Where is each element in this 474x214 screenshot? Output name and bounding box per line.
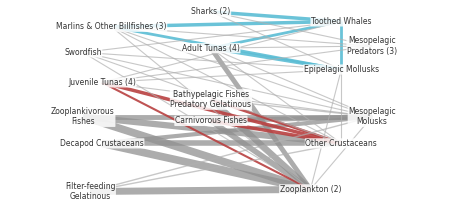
Text: Zooplankton (2): Zooplankton (2) <box>280 185 341 194</box>
Text: Mesopelagic
Molusks: Mesopelagic Molusks <box>348 107 396 126</box>
Text: Other Crustaceans: Other Crustaceans <box>305 139 377 148</box>
Text: Zooplankivorous
Fishes: Zooplankivorous Fishes <box>51 107 115 126</box>
Text: Mesopelagic
Predators (3): Mesopelagic Predators (3) <box>347 36 397 56</box>
Text: Swordfish: Swordfish <box>64 48 102 57</box>
Text: Epipelagic Mollusks: Epipelagic Mollusks <box>304 65 379 74</box>
Text: Filter-feeding
Gelatinous: Filter-feeding Gelatinous <box>65 182 115 201</box>
Text: Juvenile Tunas (4): Juvenile Tunas (4) <box>68 78 136 87</box>
Text: Decapod Crustaceans: Decapod Crustaceans <box>60 139 144 148</box>
Text: Bathypelagic Fishes
Predatory Gelatinous: Bathypelagic Fishes Predatory Gelatinous <box>171 90 251 109</box>
Text: Toothed Whales: Toothed Whales <box>311 17 372 26</box>
Text: Marlins & Other Billfishes (3): Marlins & Other Billfishes (3) <box>56 22 167 31</box>
Text: Carnivorous Fishes: Carnivorous Fishes <box>175 116 247 125</box>
Text: Adult Tunas (4): Adult Tunas (4) <box>182 44 240 53</box>
Text: Sharks (2): Sharks (2) <box>191 7 230 16</box>
